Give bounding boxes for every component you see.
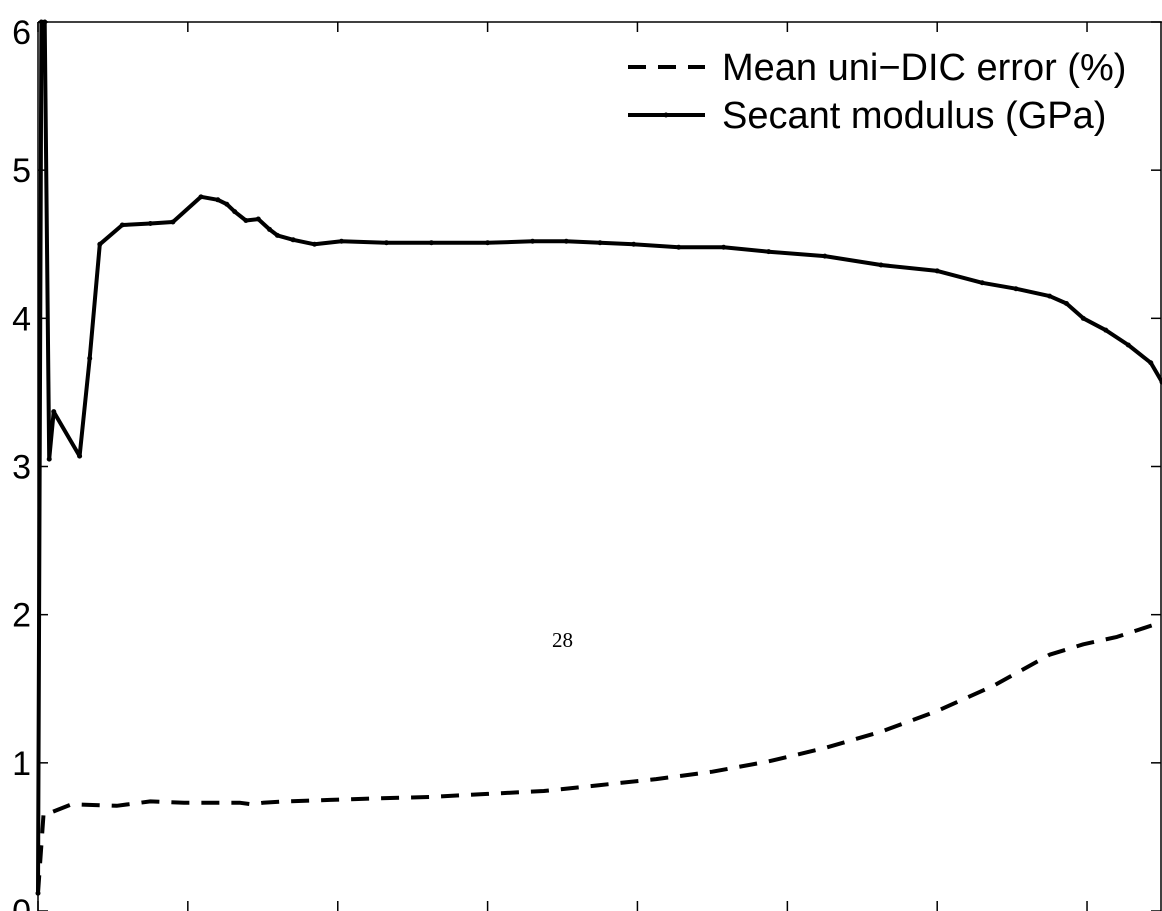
series-point bbox=[1013, 286, 1019, 292]
series-point bbox=[428, 240, 434, 246]
series-point bbox=[290, 237, 296, 243]
series-point bbox=[274, 232, 280, 238]
series-point bbox=[383, 240, 389, 246]
series-point bbox=[255, 216, 261, 222]
series-point bbox=[35, 890, 41, 896]
series-point bbox=[51, 409, 57, 415]
series-point bbox=[215, 197, 221, 203]
series-point bbox=[46, 456, 52, 462]
y-tick-label: 4 bbox=[12, 300, 31, 338]
y-tick-label: 2 bbox=[12, 597, 31, 635]
series-point bbox=[563, 238, 569, 244]
series-point bbox=[224, 201, 230, 207]
series-point bbox=[1080, 315, 1086, 321]
series-point bbox=[530, 238, 536, 244]
series-point bbox=[676, 244, 682, 250]
series-line-0 bbox=[36, 620, 1162, 894]
series-line-1 bbox=[36, 20, 1162, 894]
series-point bbox=[232, 209, 238, 215]
series-point bbox=[338, 238, 344, 244]
series-point bbox=[97, 241, 103, 247]
series-point bbox=[147, 221, 153, 227]
legend-label-0: Mean uni−DIC error (%) bbox=[722, 47, 1126, 89]
page-number: 28 bbox=[552, 628, 573, 652]
series-point bbox=[42, 19, 48, 25]
series-point bbox=[1047, 293, 1053, 299]
series-point bbox=[267, 226, 273, 232]
series-point bbox=[1159, 379, 1162, 385]
series-point bbox=[1103, 327, 1109, 333]
series-point bbox=[198, 194, 204, 200]
legend-marker bbox=[663, 112, 669, 118]
y-tick-label: 0 bbox=[12, 893, 31, 911]
series-point bbox=[597, 240, 603, 246]
series-point bbox=[243, 218, 249, 224]
y-tick-label: 3 bbox=[12, 449, 31, 487]
series-point bbox=[631, 241, 637, 247]
y-tick-label: 1 bbox=[12, 745, 31, 783]
legend: Mean uni−DIC error (%) Secant modulus (GP… bbox=[628, 47, 1126, 137]
series-point bbox=[1125, 342, 1131, 348]
y-tick-label: 5 bbox=[12, 152, 31, 190]
series-point bbox=[934, 268, 940, 274]
series-point bbox=[170, 219, 176, 225]
series-point bbox=[119, 222, 125, 228]
y-tick-label: 6 bbox=[12, 14, 31, 52]
series-point bbox=[1148, 360, 1154, 366]
series-point bbox=[721, 244, 727, 250]
series-point bbox=[77, 453, 83, 459]
series-layer bbox=[35, 19, 1162, 896]
series-point bbox=[87, 355, 93, 361]
plot-axes: 0 1 2 3 4 5 6 bbox=[12, 14, 1162, 911]
series-point bbox=[1063, 301, 1069, 307]
series-point bbox=[822, 253, 828, 259]
series-point bbox=[485, 240, 491, 246]
series-point bbox=[312, 241, 318, 247]
legend-label-1: Secant modulus (GPa) bbox=[722, 95, 1106, 137]
series-point bbox=[766, 249, 772, 255]
series-point bbox=[979, 280, 985, 286]
series-point bbox=[878, 262, 884, 268]
